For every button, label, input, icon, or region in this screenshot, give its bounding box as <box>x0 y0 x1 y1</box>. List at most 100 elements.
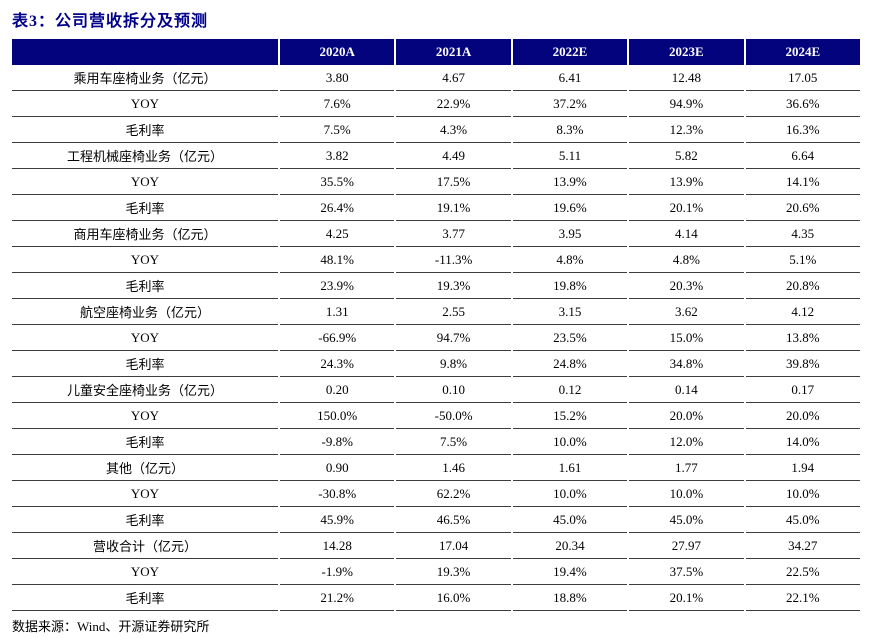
table-row: 营收合计（亿元） 14.28 17.04 20.34 27.97 34.27 <box>12 533 860 559</box>
row-label: 儿童安全座椅业务（亿元） <box>12 377 278 403</box>
data-source-note: 数据来源：Wind、开源证券研究所 <box>12 619 210 634</box>
cell-value: 7.6% <box>280 91 395 117</box>
cell-value: 20.8% <box>745 273 860 299</box>
cell-value: 20.0% <box>745 403 860 429</box>
row-label: YOY <box>12 559 278 585</box>
cell-value: 13.8% <box>745 325 860 351</box>
table-row: YOY 7.6% 22.9% 37.2% 94.9% 36.6% <box>12 91 860 117</box>
cell-value: 20.3% <box>629 273 744 299</box>
cell-value: 4.3% <box>396 117 511 143</box>
table-head: 2020A 2021A 2022E 2023E 2024E <box>12 39 860 65</box>
cell-value: 19.3% <box>396 559 511 585</box>
cell-value: 13.9% <box>512 169 628 195</box>
cell-value: 62.2% <box>396 481 511 507</box>
cell-value: 0.14 <box>629 377 744 403</box>
cell-value: 12.48 <box>629 65 744 91</box>
row-label: 工程机械座椅业务（亿元） <box>12 143 278 169</box>
cell-value: 4.14 <box>629 221 744 247</box>
row-label: 毛利率 <box>12 507 278 533</box>
cell-value: 20.0% <box>629 403 744 429</box>
column-header: 2021A <box>396 39 511 65</box>
cell-value: 8.3% <box>512 117 628 143</box>
cell-value: 45.0% <box>745 507 860 533</box>
row-label: 商用车座椅业务（亿元） <box>12 221 278 247</box>
cell-value: 14.1% <box>745 169 860 195</box>
cell-value: 4.49 <box>396 143 511 169</box>
cell-value: 1.61 <box>512 455 628 481</box>
cell-value: 5.1% <box>745 247 860 273</box>
column-header: 2020A <box>280 39 395 65</box>
cell-value: 34.27 <box>745 533 860 559</box>
cell-value: 1.77 <box>629 455 744 481</box>
cell-value: 4.12 <box>745 299 860 325</box>
table-row: 毛利率 23.9% 19.3% 19.8% 20.3% 20.8% <box>12 273 860 299</box>
cell-value: 3.82 <box>280 143 395 169</box>
cell-value: 94.9% <box>629 91 744 117</box>
cell-value: 5.82 <box>629 143 744 169</box>
cell-value: 26.4% <box>280 195 395 221</box>
cell-value: 1.31 <box>280 299 395 325</box>
cell-value: 4.8% <box>512 247 628 273</box>
cell-value: 0.90 <box>280 455 395 481</box>
table-row: YOY 35.5% 17.5% 13.9% 13.9% 14.1% <box>12 169 860 195</box>
cell-value: 48.1% <box>280 247 395 273</box>
cell-value: 16.3% <box>745 117 860 143</box>
cell-value: 1.46 <box>396 455 511 481</box>
cell-value: 24.8% <box>512 351 628 377</box>
cell-value: 13.9% <box>629 169 744 195</box>
table-row: 毛利率 21.2% 16.0% 18.8% 20.1% 22.1% <box>12 585 860 611</box>
cell-value: 10.0% <box>745 481 860 507</box>
cell-value: 46.5% <box>396 507 511 533</box>
row-label: 毛利率 <box>12 195 278 221</box>
row-label: 航空座椅业务（亿元） <box>12 299 278 325</box>
table-row: 乘用车座椅业务（亿元） 3.80 4.67 6.41 12.48 17.05 <box>12 65 860 91</box>
column-header-empty <box>12 39 278 65</box>
table-row: YOY 150.0% -50.0% 15.2% 20.0% 20.0% <box>12 403 860 429</box>
row-label: 毛利率 <box>12 429 278 455</box>
cell-value: 4.25 <box>280 221 395 247</box>
table-row: 毛利率 7.5% 4.3% 8.3% 12.3% 16.3% <box>12 117 860 143</box>
row-label: YOY <box>12 403 278 429</box>
cell-value: 7.5% <box>280 117 395 143</box>
cell-value: 19.6% <box>512 195 628 221</box>
cell-value: 10.0% <box>512 429 628 455</box>
cell-value: -30.8% <box>280 481 395 507</box>
table-row: 儿童安全座椅业务（亿元） 0.20 0.10 0.12 0.14 0.17 <box>12 377 860 403</box>
cell-value: 0.12 <box>512 377 628 403</box>
table-title: 表3：公司营收拆分及预测 <box>12 13 209 30</box>
table-row: 航空座椅业务（亿元） 1.31 2.55 3.15 3.62 4.12 <box>12 299 860 325</box>
cell-value: 12.0% <box>629 429 744 455</box>
cell-value: 22.5% <box>745 559 860 585</box>
table-row: 毛利率 24.3% 9.8% 24.8% 34.8% 39.8% <box>12 351 860 377</box>
cell-value: 27.97 <box>629 533 744 559</box>
row-label: YOY <box>12 325 278 351</box>
row-label: 毛利率 <box>12 117 278 143</box>
cell-value: 6.41 <box>512 65 628 91</box>
cell-value: 19.1% <box>396 195 511 221</box>
cell-value: 17.04 <box>396 533 511 559</box>
row-label: YOY <box>12 169 278 195</box>
cell-value: 36.6% <box>745 91 860 117</box>
row-label: 毛利率 <box>12 273 278 299</box>
cell-value: 22.1% <box>745 585 860 611</box>
cell-value: 4.8% <box>629 247 744 273</box>
cell-value: 20.6% <box>745 195 860 221</box>
table-row: YOY -30.8% 62.2% 10.0% 10.0% 10.0% <box>12 481 860 507</box>
cell-value: 6.64 <box>745 143 860 169</box>
cell-value: -50.0% <box>396 403 511 429</box>
table-row: 商用车座椅业务（亿元） 4.25 3.77 3.95 4.14 4.35 <box>12 221 860 247</box>
cell-value: 34.8% <box>629 351 744 377</box>
cell-value: 9.8% <box>396 351 511 377</box>
cell-value: 37.2% <box>512 91 628 117</box>
cell-value: 20.34 <box>512 533 628 559</box>
table-row: YOY -66.9% 94.7% 23.5% 15.0% 13.8% <box>12 325 860 351</box>
column-header: 2022E <box>512 39 628 65</box>
row-label: 毛利率 <box>12 585 278 611</box>
cell-value: 24.3% <box>280 351 395 377</box>
cell-value: 4.67 <box>396 65 511 91</box>
cell-value: 17.05 <box>745 65 860 91</box>
cell-value: 20.1% <box>629 585 744 611</box>
cell-value: 19.8% <box>512 273 628 299</box>
cell-value: -11.3% <box>396 247 511 273</box>
